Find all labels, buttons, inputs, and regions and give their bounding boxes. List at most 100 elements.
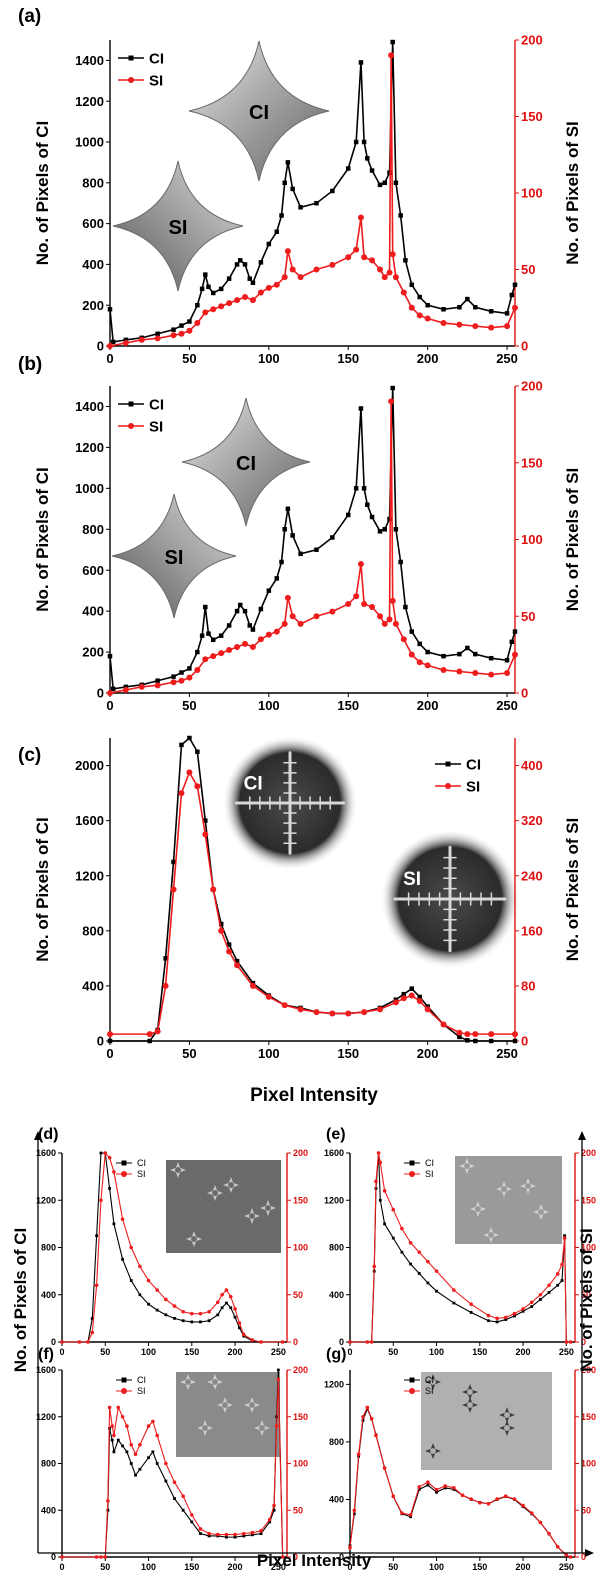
y-right-tick-label: 200: [521, 379, 543, 394]
data-point-si: [456, 321, 463, 328]
inset-image: CI SI: [223, 736, 519, 968]
data-point-si: [107, 1405, 112, 1410]
data-point-si: [547, 1283, 551, 1288]
data-point-ci: [358, 60, 364, 65]
y-right-tick-label: 150: [581, 1195, 596, 1205]
data-point-ci: [465, 1038, 470, 1043]
x-tick-label: 150: [472, 1347, 487, 1357]
legend-entry: CI: [425, 1158, 434, 1168]
data-point-ci: [237, 258, 243, 263]
data-point-si: [352, 1508, 357, 1513]
dendrite-icon: [197, 1420, 213, 1436]
x-tick-label: 100: [429, 1562, 444, 1570]
data-point-ci: [107, 307, 113, 312]
inset-label: CI: [244, 774, 263, 795]
dendrite-icon: [496, 1181, 512, 1197]
data-point-si: [538, 1520, 543, 1525]
dendrite-icon: [459, 1158, 475, 1174]
data-point-si: [369, 1340, 374, 1344]
data-point-si: [374, 1433, 378, 1438]
data-point-ci: [452, 1301, 456, 1305]
x-tick-label: 0: [106, 1046, 113, 1061]
legend-entry: SI: [425, 1169, 434, 1179]
data-point-ci: [401, 991, 407, 997]
data-point-si: [452, 1486, 456, 1490]
data-point-ci: [190, 1520, 194, 1524]
data-point-si: [234, 297, 241, 304]
data-point-si: [472, 323, 479, 330]
data-point-ci: [285, 506, 291, 512]
data-point-si: [129, 1443, 134, 1447]
series-line-si: [349, 1405, 571, 1558]
x-tick-label: 250: [559, 1562, 574, 1570]
data-point-ci: [266, 588, 272, 593]
data-point-si: [361, 254, 368, 261]
data-point-si: [107, 690, 113, 696]
y-left-axis-title: No. of Pixels of CI: [33, 817, 52, 962]
series-line-si: [62, 1379, 284, 1558]
data-point-ci: [151, 1450, 155, 1454]
data-point-ci: [488, 655, 494, 661]
inset-image: [421, 1372, 552, 1470]
data-point-ci: [171, 327, 176, 332]
data-point-si: [417, 1485, 422, 1489]
y-left-tick-label: 200: [82, 645, 104, 660]
x-tick-label: 0: [59, 1347, 64, 1357]
data-point-ci: [457, 651, 462, 657]
data-point-si: [265, 993, 272, 1000]
data-point-ci: [110, 339, 116, 345]
crystal-photo: [176, 1372, 280, 1457]
data-point-si: [267, 1517, 272, 1522]
data-point-ci: [258, 260, 264, 265]
data-point-ci: [155, 1462, 159, 1465]
data-point-ci: [398, 559, 403, 565]
legend-entry: CI: [466, 756, 481, 773]
chart-panel: (g)0 50 100 150 200 2500400800120005010015020…: [324, 1346, 596, 1570]
data-point-si: [345, 254, 352, 261]
y-left-tick-label: 0: [97, 339, 104, 354]
data-point-si: [391, 1494, 396, 1499]
data-point-si: [194, 783, 201, 790]
data-point-ci: [290, 186, 295, 192]
bottom-frame-arrows: [34, 1131, 594, 1557]
data-point-si: [265, 631, 272, 638]
data-point-si: [512, 1311, 517, 1316]
data-point-ci: [207, 1319, 211, 1323]
data-point-ci: [155, 678, 160, 683]
panel-label: (a): [18, 6, 41, 27]
y-right-axis-title: No. of Pixels of SI: [563, 121, 582, 265]
legend-entry: CI: [425, 1375, 434, 1385]
data-point-ci: [417, 294, 422, 300]
data-point-ci: [298, 205, 303, 210]
data-point-ci: [110, 1438, 114, 1442]
data-point-ci: [210, 290, 216, 296]
data-point-si: [218, 303, 225, 310]
data-point-si: [547, 1531, 551, 1536]
data-point-si: [155, 1288, 159, 1292]
data-point-si: [488, 1031, 495, 1038]
data-point-ci: [234, 608, 240, 614]
data-point-si: [112, 1170, 116, 1174]
data-point-si: [249, 643, 256, 650]
y-right-tick-label: 160: [521, 923, 543, 938]
inset-image: [166, 1160, 281, 1253]
data-point-si: [356, 1452, 361, 1456]
data-point-ci: [285, 160, 291, 165]
data-point-si: [392, 999, 399, 1006]
data-point-ci: [361, 486, 367, 491]
data-point-ci: [495, 1320, 499, 1324]
data-point-ci: [383, 1222, 387, 1226]
data-point-ci: [250, 627, 256, 632]
data-point-si: [151, 1419, 155, 1424]
y-left-tick-label: 0: [51, 1337, 56, 1347]
data-point-si: [357, 214, 364, 221]
y-right-tick-label: 0: [521, 1034, 528, 1049]
data-point-si: [194, 666, 201, 673]
data-point-si: [361, 600, 368, 607]
y-right-tick-label: 0: [521, 339, 528, 354]
data-point-ci: [234, 262, 240, 267]
dendrite-icon: [425, 1443, 441, 1459]
data-point-si: [138, 683, 145, 690]
y-left-tick-label: 0: [339, 1337, 344, 1347]
data-point-si: [386, 269, 393, 276]
